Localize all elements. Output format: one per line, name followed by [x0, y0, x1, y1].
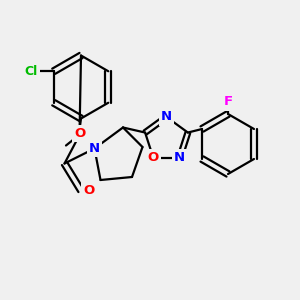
Text: N: N [161, 110, 172, 124]
Text: O: O [148, 151, 159, 164]
Text: O: O [74, 127, 85, 140]
Text: F: F [224, 95, 232, 109]
Text: Cl: Cl [25, 65, 38, 78]
Text: N: N [174, 151, 185, 164]
Text: O: O [83, 184, 94, 197]
Text: N: N [89, 142, 100, 155]
